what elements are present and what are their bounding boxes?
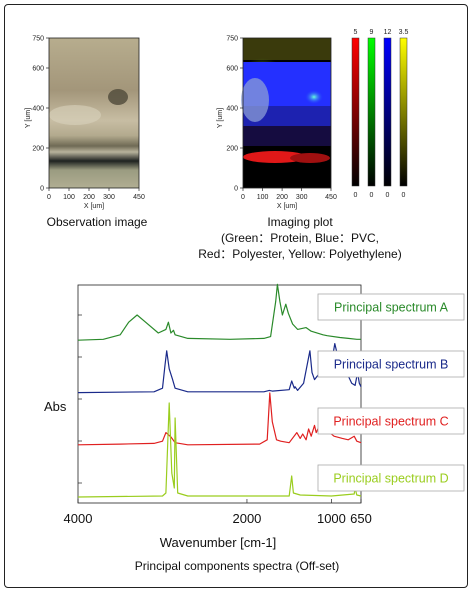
spectra-y-label: Abs: [44, 399, 67, 414]
spectra-x-tick-label: 4000: [64, 511, 93, 526]
img-x-tick-label: 200: [276, 194, 288, 201]
spectra-x-tick-label: 2000: [232, 511, 261, 526]
legend-label-d: Principal spectrum D: [333, 472, 448, 486]
img-y-tick-label: 750: [226, 36, 238, 43]
observation-dark-spot: [108, 89, 128, 105]
observation-panel: 0 200 400 600 750 0 100 200 300 450 X [um] Y [um…: [25, 36, 148, 230]
spectrum-line-a: [77, 283, 361, 341]
spectra-chart: 4000 2000 1000 650 Principal spectrum A Prin…: [44, 283, 465, 573]
spectra-x-label: Wavenumber [cm-1]: [160, 535, 277, 550]
imaging-caption-1: Imaging plot: [267, 215, 333, 229]
observation-caption: Observation image: [47, 215, 148, 229]
colorbar-yellow: [399, 37, 408, 187]
observation-light-region: [49, 105, 101, 125]
imaging-y-label: Y [um]: [217, 108, 224, 128]
legend-box-d: [317, 464, 465, 492]
obs-x-tick-label: 300: [103, 194, 115, 201]
colorbar-yellow-max-label: 3.5: [399, 29, 409, 36]
spectrum-line-d: [77, 402, 362, 498]
obs-x-tick-label: 100: [63, 194, 75, 201]
colorbar-green-max-label: 9: [370, 29, 374, 36]
observation-frame: [48, 37, 140, 189]
imaging-frame: [242, 37, 332, 189]
img-x-tick-label: 300: [296, 194, 308, 201]
obs-x-tick-label: 0: [47, 194, 51, 201]
colorbar-green: [367, 37, 376, 187]
legend-label-a: Principal spectrum A: [334, 301, 449, 315]
img-x-tick-label: 0: [241, 194, 245, 201]
spectrum-line-c: [77, 392, 362, 446]
spectra-x-tick-label: 1000: [317, 511, 346, 526]
colorbar-blue-min-label: 0: [386, 192, 390, 199]
spectra-title: Principal components spectra (Off-set): [135, 559, 340, 573]
legend-label-c: Principal spectrum C: [333, 415, 448, 429]
imaging-caption-2: (Green：Protein, Blue：PVC,: [221, 231, 379, 245]
colorbar-blue: [383, 37, 392, 187]
colorbar-red-min-label: 0: [354, 192, 358, 199]
observation-x-label: X [um]: [84, 203, 104, 210]
imaging-caption-3: Red：Polyester, Yellow: Polyethylene): [198, 247, 401, 261]
obs-y-tick-label: 400: [32, 106, 44, 113]
obs-y-tick-label: 0: [40, 186, 44, 193]
img-y-tick-label: 400: [226, 106, 238, 113]
legend-box-c: [317, 407, 465, 435]
spectra-x-tick-label: 650: [350, 511, 372, 526]
obs-y-tick-label: 200: [32, 146, 44, 153]
colorbar-yellow-min-label: 0: [402, 192, 406, 199]
obs-y-tick-label: 600: [32, 66, 44, 73]
spectra-plot-frame: [77, 284, 362, 504]
obs-y-tick-label: 750: [32, 36, 44, 43]
colorbar-red: [351, 37, 360, 187]
obs-x-tick-label: 200: [83, 194, 95, 201]
legend-label-b: Principal spectrum B: [334, 358, 449, 372]
colorbars: 5 0 9 0 12 0 3.5 0: [351, 29, 409, 199]
img-y-tick-label: 600: [226, 66, 238, 73]
obs-x-tick-label: 450: [133, 194, 145, 201]
img-x-tick-label: 100: [257, 194, 269, 201]
legend-box-a: [317, 293, 465, 321]
colorbar-blue-max-label: 12: [384, 29, 392, 36]
imaging-panel: 0 200 400 600 750 0 100 200 300 450 X [um] Y [um…: [198, 36, 401, 262]
img-x-tick-label: 450: [325, 194, 337, 201]
img-y-tick-label: 200: [226, 146, 238, 153]
colorbar-red-max-label: 5: [354, 29, 358, 36]
legend-box-b: [317, 350, 465, 378]
colorbar-green-min-label: 0: [370, 192, 374, 199]
img-y-tick-label: 0: [234, 186, 238, 193]
observation-y-label: Y [um]: [25, 108, 32, 128]
imaging-x-label: X [um]: [277, 203, 297, 210]
